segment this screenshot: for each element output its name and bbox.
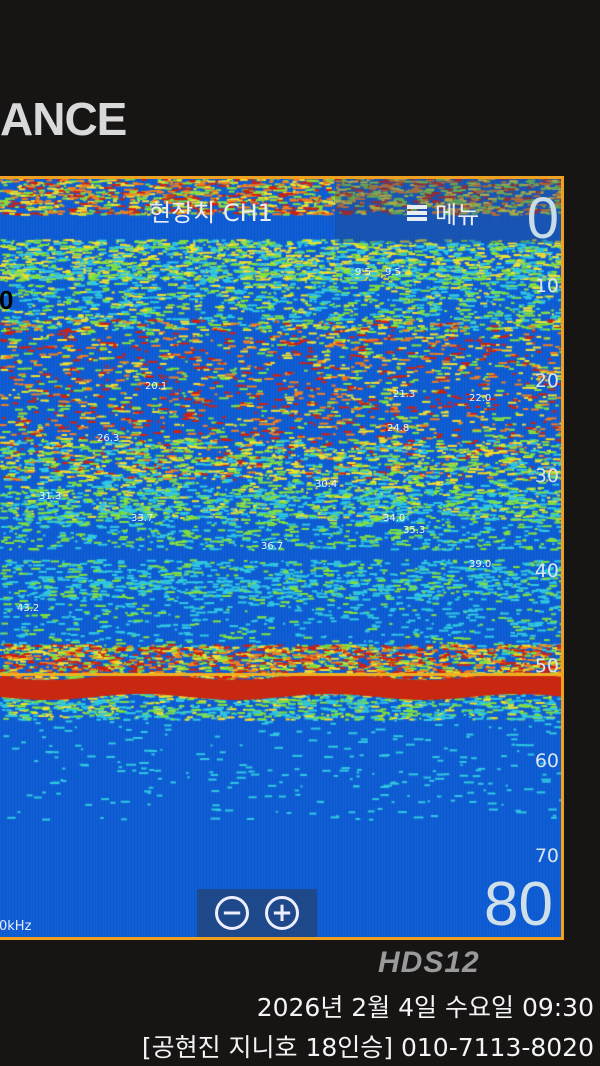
range-top: 0	[526, 186, 559, 251]
caption-overlay: [공현진 지니호 18인승] 010-7113-8020	[141, 1033, 594, 1062]
depth-tick: 60	[534, 750, 559, 772]
depth-tick: 70	[534, 845, 559, 867]
menu-button[interactable]: 메뉴	[407, 195, 479, 230]
fish-depth-label: 9.5	[385, 267, 401, 278]
fish-depth-label: 9.5	[355, 267, 371, 278]
fish-depth-label: 34.0	[383, 513, 406, 524]
brand-logo: ANCE	[0, 93, 127, 145]
fish-depth-label: 21.3	[393, 389, 416, 400]
depth-tick: 50	[534, 655, 559, 677]
fish-depth-label: 26.3	[97, 433, 120, 444]
depth-tick: 20	[534, 370, 559, 392]
menu-panel	[335, 179, 561, 243]
plus-circle-icon[interactable]: +	[265, 896, 299, 930]
frequency-label: 0kHz	[0, 919, 32, 934]
zoom-controls: − +	[197, 889, 317, 937]
depth-tick: 10	[534, 275, 559, 297]
fish-depth-label: 35.3	[403, 525, 426, 536]
channel-title: 현장치 CH1	[149, 199, 273, 227]
fish-depth-label: 20.1	[145, 381, 168, 392]
fish-depth-label: 31.3	[39, 491, 62, 502]
depth-tick: 40	[534, 560, 559, 582]
date-overlay: 2026년 2월 4일 수요일 09:30	[256, 993, 594, 1022]
fish-depth-label: 22.0	[469, 393, 492, 404]
left-value: 0	[0, 285, 14, 315]
menu-label: 메뉴	[435, 201, 480, 229]
model-logo: HDS12	[378, 946, 480, 979]
fish-depth-label: 30.4	[315, 479, 338, 490]
fish-depth-label: 39.0	[469, 559, 492, 570]
range-bottom: 80	[484, 870, 553, 939]
depth-tick: 30	[534, 465, 559, 487]
sonar-echo-display	[0, 179, 561, 937]
fish-depth-label: 33.7	[131, 513, 154, 524]
fish-depth-label: 24.8	[387, 423, 410, 434]
minus-circle-icon[interactable]: −	[215, 896, 249, 930]
fish-depth-label: 43.2	[17, 603, 40, 614]
sonar-screen[interactable]: 현장치 CH1 메뉴 0 10 20 30 40 50 60 70 9.5 9.5 20.1 21…	[0, 176, 564, 940]
hamburger-icon	[407, 204, 427, 221]
fish-depth-label: 36.7	[261, 541, 284, 552]
